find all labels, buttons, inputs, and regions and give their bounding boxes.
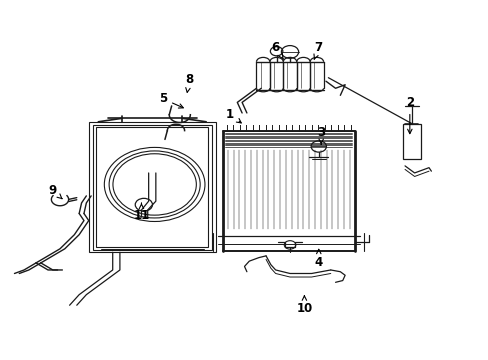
Bar bbox=[89, 122, 215, 252]
Text: 8: 8 bbox=[185, 73, 193, 93]
Bar bbox=[96, 127, 208, 247]
Bar bbox=[92, 125, 211, 249]
Text: 3: 3 bbox=[316, 126, 325, 144]
Bar bbox=[402, 123, 420, 159]
Text: 11: 11 bbox=[133, 203, 149, 222]
Text: 7: 7 bbox=[313, 41, 322, 60]
Text: 9: 9 bbox=[49, 184, 62, 199]
Text: 10: 10 bbox=[296, 296, 312, 315]
Text: 6: 6 bbox=[271, 41, 283, 59]
Text: 4: 4 bbox=[314, 249, 322, 269]
Text: 1: 1 bbox=[225, 108, 241, 123]
Text: 5: 5 bbox=[159, 93, 183, 108]
Text: 2: 2 bbox=[405, 96, 413, 134]
